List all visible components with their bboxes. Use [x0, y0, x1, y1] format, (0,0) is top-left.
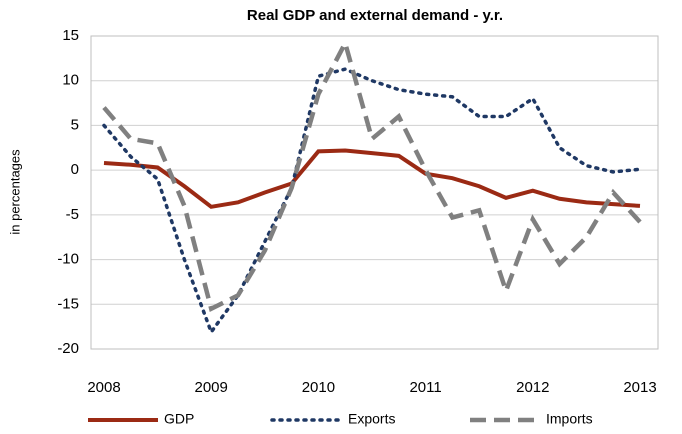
y-axis-label: in percentages [7, 149, 22, 235]
y-tick-label: 5 [71, 116, 79, 133]
y-tick-label: 10 [62, 72, 79, 89]
legend-label: Exports [348, 411, 395, 427]
legend-label: GDP [164, 411, 194, 427]
x-tick-label: 2009 [195, 379, 228, 396]
series-line [103, 148, 641, 209]
x-tick-label: 2011 [409, 379, 441, 396]
y-tick-label: -10 [57, 251, 79, 268]
y-tick-label: 15 [62, 27, 79, 44]
x-tick-label: 2010 [302, 379, 335, 396]
series-line [102, 67, 642, 336]
y-tick-label: -15 [57, 295, 79, 312]
plot-border [90, 35, 659, 350]
x-tick-label: 2013 [623, 379, 656, 396]
y-tick-label: -5 [66, 206, 79, 223]
y-tick-label: -20 [57, 340, 79, 357]
x-tick-label: 2012 [516, 379, 549, 396]
y-tick-label: 0 [71, 161, 79, 178]
chart-title: Real GDP and external demand - y.r. [247, 7, 503, 24]
series-line [102, 37, 642, 313]
legend-label: Imports [546, 411, 593, 427]
x-tick-label: 2008 [87, 379, 120, 396]
